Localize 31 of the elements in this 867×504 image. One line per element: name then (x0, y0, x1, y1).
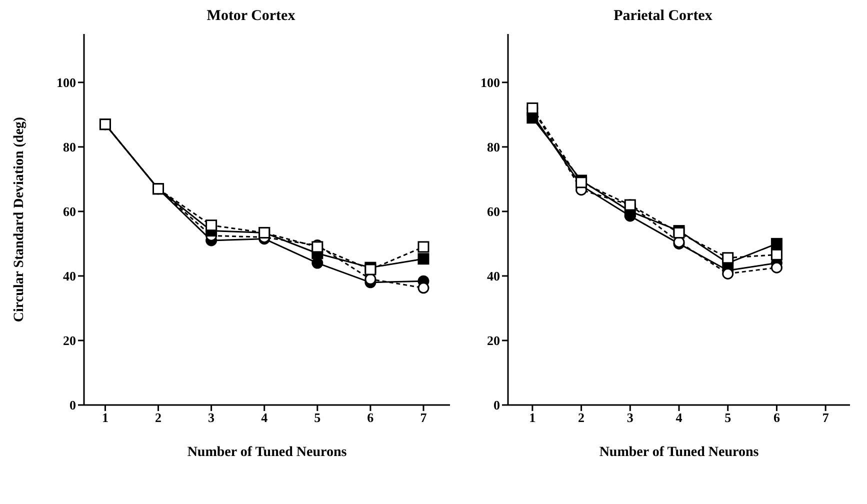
y-tick-label: 100 (480, 75, 500, 90)
x-tick-label: 5 (724, 410, 732, 426)
y-tick-label: 80 (63, 140, 76, 155)
x-tick-label: 1 (529, 410, 536, 426)
y-tick-label: 0 (70, 398, 76, 413)
y-tick-label: 40 (63, 268, 76, 284)
x-axis-title: Number of Tuned Neurons (599, 445, 760, 460)
y-tick-label: 60 (487, 204, 500, 220)
x-tick-label: 4 (676, 410, 683, 426)
y-tick-label: 100 (56, 75, 76, 90)
x-tick-label: 1 (102, 410, 108, 426)
x-tick-label: 2 (578, 410, 585, 426)
x-tick-label: 5 (314, 410, 322, 426)
chart-title: Parietal Cortex (612, 8, 714, 26)
x-tick-label: 4 (261, 410, 268, 426)
x-tick-label: 6 (773, 410, 780, 426)
x-tick-label: 6 (367, 410, 374, 426)
y-tick-label: 60 (63, 204, 76, 220)
x-tick-label: 7 (822, 410, 830, 426)
y-tick-label: 20 (487, 333, 500, 348)
x-axis-title: Number of Tuned Neurons (187, 445, 348, 460)
y-axis-title: Circular Standard Deviation (deg) (12, 116, 27, 322)
x-tick-label: 7 (420, 410, 428, 426)
y-tick-label: 0 (494, 398, 500, 413)
x-tick-label: 3 (208, 410, 216, 426)
x-tick-label: 2 (155, 410, 162, 426)
x-tick-label: 3 (626, 410, 634, 426)
y-tick-label: 80 (487, 140, 500, 155)
y-tick-label: 20 (63, 333, 76, 348)
y-tick-label: 40 (487, 268, 500, 284)
chart-title: Motor Cortex (206, 8, 296, 26)
